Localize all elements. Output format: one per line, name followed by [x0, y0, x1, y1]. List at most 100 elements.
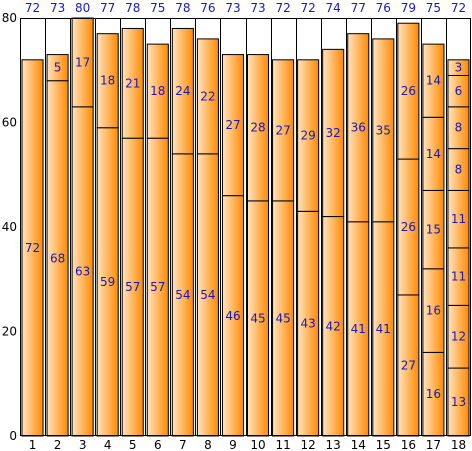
total-value-label: 79: [401, 1, 416, 15]
segment-value-label: 13: [451, 395, 466, 409]
y-tick-label: 0: [9, 429, 17, 443]
x-tick-label: 1: [29, 438, 37, 451]
x-tick-label: 5: [129, 438, 137, 451]
x-tick-label: 9: [229, 438, 237, 451]
segment-value-label: 27: [275, 123, 290, 137]
segment-value-label: 36: [351, 121, 366, 135]
segment-value-label: 14: [426, 147, 441, 161]
segment-value-label: 16: [426, 387, 441, 401]
segment-value-label: 41: [376, 322, 391, 336]
segment-value-label: 45: [275, 311, 290, 325]
x-tick-label: 6: [154, 438, 162, 451]
segment-value-label: 54: [200, 288, 215, 302]
segment-value-label: 14: [426, 74, 441, 88]
segment-value-label: 27: [401, 358, 416, 372]
total-value-label: 75: [426, 1, 441, 15]
bar-segment: [121, 27, 144, 139]
bar-segment: [171, 27, 194, 155]
total-value-label: 76: [200, 1, 215, 15]
total-value-label: 72: [451, 1, 466, 15]
total-value-label: 73: [250, 1, 265, 15]
segment-value-label: 42: [326, 319, 341, 333]
bar-segment: [347, 33, 370, 223]
segment-value-label: 26: [401, 220, 416, 234]
bars: 7268563175918572157185424542246274528452…: [21, 17, 470, 437]
segment-value-label: 12: [451, 330, 466, 344]
y-tick-label: 20: [2, 325, 17, 339]
y-tick-label: 60: [2, 116, 17, 130]
segment-value-label: 28: [250, 121, 265, 135]
bar-segment: [322, 48, 345, 218]
segment-value-label: 68: [50, 251, 65, 265]
segment-value-label: 43: [300, 317, 315, 331]
segment-value-label: 59: [100, 275, 115, 289]
x-tick-label: 2: [54, 438, 62, 451]
bar-segment: [146, 43, 169, 139]
bar-segment: [221, 54, 244, 197]
segment-value-label: 27: [225, 118, 240, 132]
total-labels: 72 73 80 77 78 75 78 76 73 73 72 72 74 77 76 79 75 72: [25, 1, 466, 15]
x-tick-label: 15: [376, 438, 391, 451]
total-value-label: 73: [50, 1, 65, 15]
grid-lines: [45, 18, 447, 436]
segment-value-label: 6: [455, 84, 463, 98]
total-value-label: 72: [275, 1, 290, 15]
bar-segment: [422, 43, 445, 118]
segment-value-label: 35: [376, 123, 391, 137]
bar-segment: [96, 33, 119, 129]
x-tick-label: 13: [326, 438, 341, 451]
segment-value-label: 3: [455, 61, 463, 75]
x-tick-label: 11: [275, 438, 290, 451]
y-tick-label: 80: [2, 11, 17, 25]
x-tick-label: 17: [426, 438, 441, 451]
total-value-label: 75: [150, 1, 165, 15]
segment-value-label: 18: [100, 74, 115, 88]
bar-segment: [272, 59, 295, 202]
segment-value-label: 5: [54, 61, 62, 75]
total-value-label: 77: [100, 1, 115, 15]
y-tick-label: 40: [2, 220, 17, 234]
x-tick-label: 12: [300, 438, 315, 451]
segment-value-label: 57: [150, 280, 165, 294]
total-value-label: 73: [225, 1, 240, 15]
segment-value-label: 8: [455, 121, 463, 135]
total-value-label: 72: [25, 1, 40, 15]
bar-segment: [196, 38, 219, 155]
segment-value-label: 8: [455, 163, 463, 177]
segment-value-label: 24: [175, 84, 190, 98]
segment-value-label: 17: [75, 55, 90, 69]
segment-value-label: 29: [300, 129, 315, 143]
segment-value-label: 32: [326, 126, 341, 140]
x-tick-label: 3: [79, 438, 87, 451]
total-value-label: 78: [125, 1, 140, 15]
segment-value-label: 18: [150, 84, 165, 98]
segment-value-label: 54: [175, 288, 190, 302]
segment-value-label: 72: [25, 241, 40, 255]
segment-value-label: 11: [451, 270, 466, 284]
total-value-label: 77: [351, 1, 366, 15]
x-tick-label: 4: [104, 438, 112, 451]
segment-value-label: 46: [225, 309, 240, 323]
segment-value-label: 45: [250, 311, 265, 325]
segment-value-label: 11: [451, 212, 466, 226]
x-axis: 1 2 3 4 5 6 7 8 9 10 11 12 13 14 15 16 17 18: [29, 438, 466, 451]
x-tick-label: 16: [401, 438, 416, 451]
segment-value-label: 15: [426, 223, 441, 237]
segment-value-label: 21: [125, 76, 140, 90]
total-value-label: 72: [300, 1, 315, 15]
bar-segment: [247, 54, 270, 202]
bar-segment: [372, 38, 395, 223]
x-tick-label: 10: [250, 438, 265, 451]
x-tick-label: 7: [179, 438, 187, 451]
bar-segment: [297, 59, 320, 212]
total-value-label: 76: [376, 1, 391, 15]
bar-segment: [397, 22, 420, 160]
segment-value-label: 57: [125, 280, 140, 294]
plot-frame: [20, 18, 471, 436]
segment-value-label: 26: [401, 84, 416, 98]
bar-segment: [46, 54, 69, 82]
segment-value-label: 41: [351, 322, 366, 336]
total-value-label: 74: [326, 1, 341, 15]
segment-value-label: 63: [75, 264, 90, 278]
